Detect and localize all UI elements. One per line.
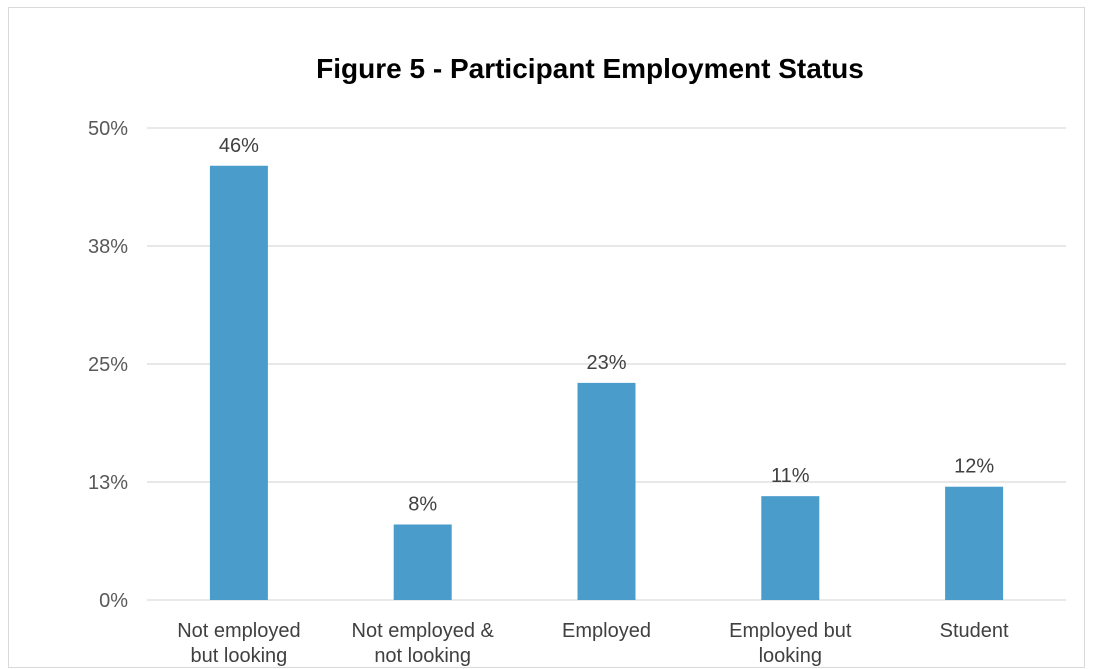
x-tick-label: looking — [759, 645, 822, 667]
x-tick-label: Student — [940, 620, 1009, 642]
data-label: 11% — [771, 465, 810, 487]
chart-frame — [8, 7, 1085, 668]
data-label: 46% — [219, 135, 259, 157]
bar — [761, 496, 820, 600]
y-tick-label: 0% — [99, 590, 128, 612]
chart-title: Figure 5 - Participant Employment Status — [316, 53, 864, 84]
x-tick-label: Not employed & — [352, 620, 495, 642]
x-axis-categories: Not employed but looking Not employed & not… — [177, 620, 1009, 667]
x-tick-label: Employed but — [729, 620, 852, 642]
bar — [393, 524, 452, 600]
data-label: 23% — [586, 352, 626, 374]
x-tick-label: Employed — [562, 620, 651, 642]
y-tick-label: 13% — [88, 472, 128, 494]
bars — [209, 165, 1004, 600]
bar — [209, 165, 268, 600]
bar — [945, 486, 1004, 600]
y-axis-ticks: 0% 13% 25% 38% 50% — [88, 118, 128, 612]
data-labels: 46% 8% 23% 11% 12% — [219, 135, 994, 516]
y-tick-label: 25% — [88, 354, 128, 376]
x-tick-label: not looking — [374, 645, 471, 667]
x-tick-label: but looking — [191, 645, 288, 667]
data-label: 12% — [954, 456, 994, 478]
bar — [577, 382, 636, 600]
data-label: 8% — [408, 493, 437, 515]
x-tick-label: Not employed — [177, 620, 300, 642]
y-tick-label: 38% — [88, 236, 128, 258]
y-tick-label: 50% — [88, 118, 128, 140]
